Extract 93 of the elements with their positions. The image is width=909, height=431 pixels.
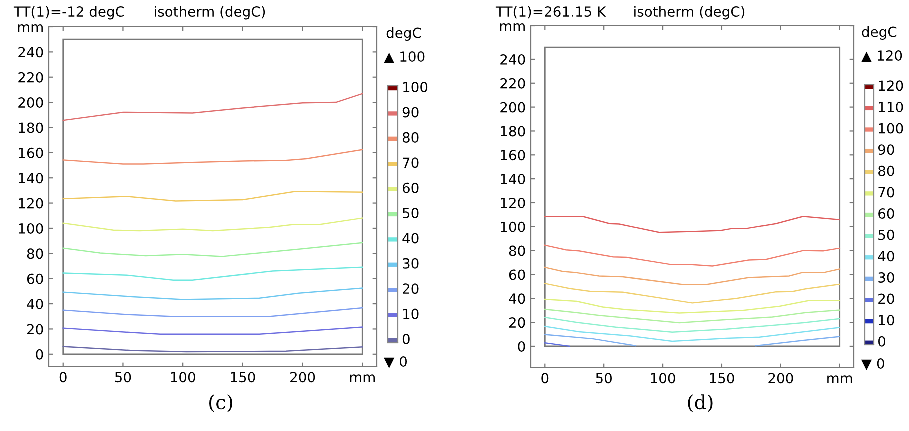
legend-label: 110	[879, 102, 904, 112]
text: ▼ 0	[861, 358, 884, 371]
x-tick-label: 100	[171, 372, 196, 383]
line-series	[62, 190, 364, 202]
x-tick-label: 150	[231, 372, 256, 383]
legend-label: 90	[402, 107, 419, 118]
y-tick-label: 120	[19, 198, 44, 209]
x-tick-label: 100	[651, 373, 676, 384]
line-series	[62, 266, 364, 281]
y-tick-label: 80	[27, 248, 44, 260]
legend-label: 70	[403, 158, 419, 168]
y-tick-label: 160	[19, 148, 44, 158]
x-tick-label: 200	[768, 373, 794, 384]
legend-label: 80	[878, 166, 894, 176]
legend-label: 60	[878, 208, 894, 220]
line-series	[62, 242, 364, 258]
y-tick-label: 40	[27, 299, 44, 310]
legend-label: 50	[878, 230, 894, 240]
y-tick-label: 220	[500, 78, 526, 89]
chart-subtitle: TT(1)=-12 degC	[14, 6, 124, 20]
legend-label: 10	[404, 308, 419, 320]
legend-label: 40	[878, 251, 894, 262]
legend-title: degC	[862, 26, 897, 40]
legend-label: 60	[402, 182, 419, 194]
x-tick-label: 200	[290, 372, 316, 383]
x-tick-label: mm	[350, 374, 375, 382]
text: ▼ 0	[384, 356, 408, 369]
legend-label: 80	[402, 132, 419, 143]
y-tick-label: 240	[18, 47, 44, 58]
text: ▲ 100	[384, 52, 425, 64]
text: ▲ 120	[861, 50, 902, 63]
line-series	[544, 326, 840, 342]
text: (c)	[210, 394, 232, 412]
chart-subtitle: TT(1)=261.15 K	[496, 6, 606, 19]
text: (d)	[688, 394, 713, 412]
legend-label: 40	[402, 233, 419, 244]
y-tick-label: 180	[19, 122, 44, 134]
y-tick-label: 240	[500, 54, 526, 65]
legend-label: 10	[879, 315, 894, 326]
legend-label: 70	[878, 187, 894, 198]
x-tick-label: 0	[60, 372, 67, 383]
legend-label: 100	[879, 123, 904, 134]
chart-title: isotherm (degC)	[155, 6, 266, 20]
y-tick-label: 100	[19, 223, 44, 234]
x-tick-label: 50	[596, 373, 612, 384]
y-tick-label: 100	[501, 222, 526, 232]
y-tick-label: 60	[509, 270, 526, 280]
y-tick-label: 180	[501, 126, 526, 137]
legend-label: 90	[878, 144, 894, 156]
line-series	[62, 93, 364, 122]
x-tick-label: mm	[828, 376, 852, 384]
line-series	[544, 308, 840, 324]
legend-label: 0	[402, 334, 410, 345]
x-tick-label: 0	[542, 373, 549, 384]
legend-label: 120	[879, 80, 904, 92]
y-tick-label: mm	[18, 24, 43, 32]
y-tick-label: 80	[509, 246, 526, 256]
line-series	[62, 149, 364, 165]
y-tick-label: 60	[27, 274, 44, 284]
chart-title: isotherm (degC)	[634, 6, 745, 20]
line-series	[62, 307, 364, 318]
y-tick-label: 140	[19, 173, 44, 184]
line-series	[62, 288, 364, 300]
legend-label: 100	[404, 82, 428, 93]
y-tick-label: 20	[27, 324, 44, 335]
legend-label: 20	[878, 294, 894, 304]
y-tick-label: 0	[36, 349, 44, 360]
line-series	[62, 218, 364, 232]
y-tick-label: mm	[500, 24, 525, 32]
y-tick-label: 120	[501, 198, 526, 208]
y-tick-label: 0	[518, 341, 526, 352]
line-series	[544, 266, 840, 286]
y-tick-label: 20	[509, 318, 526, 328]
legend-label: 30	[403, 258, 419, 269]
legend-label: 50	[403, 208, 419, 219]
line-series	[544, 216, 840, 234]
x-tick-label: 50	[115, 372, 132, 383]
x-tick-label: 150	[710, 373, 734, 384]
line-series	[544, 317, 840, 333]
legend-label: 30	[878, 272, 894, 283]
y-tick-label: 160	[501, 150, 526, 161]
legend-title: degC	[386, 28, 422, 41]
legend-label: 20	[403, 284, 419, 294]
y-tick-label: 140	[501, 174, 526, 185]
line-series	[62, 326, 364, 336]
y-tick-label: 220	[18, 72, 44, 83]
y-tick-label: 200	[18, 98, 44, 108]
y-tick-label: 200	[500, 102, 526, 113]
legend-label: 0	[878, 336, 886, 347]
line-series	[544, 244, 840, 267]
y-tick-label: 40	[509, 294, 526, 304]
line-series	[544, 283, 840, 304]
line-series	[544, 298, 840, 314]
